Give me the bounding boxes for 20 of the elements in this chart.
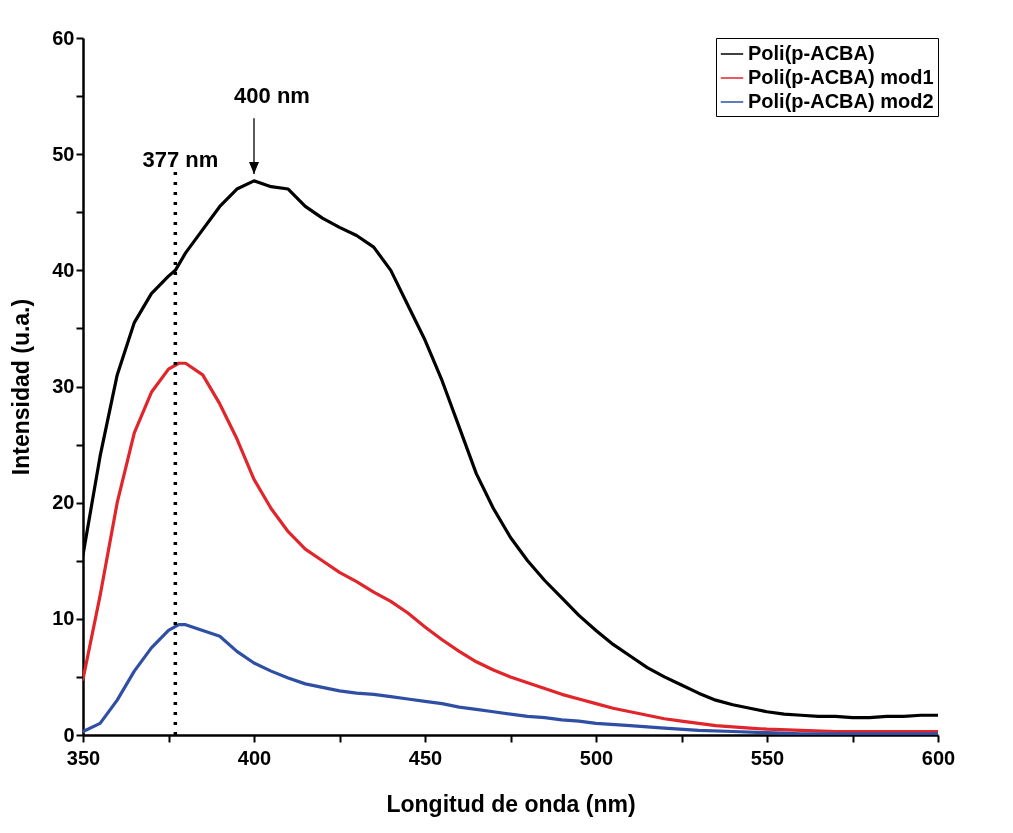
x-tick-label: 600 xyxy=(921,746,956,769)
y-tick-label: 30 xyxy=(52,375,75,397)
x-tick-label: 350 xyxy=(66,746,101,769)
y-tick-label: 0 xyxy=(63,723,75,746)
x-tick-label: 550 xyxy=(750,746,785,769)
legend-label: Poli(p-ACBA) xyxy=(748,42,875,64)
x-axis-title: Longitud de onda (nm) xyxy=(386,790,636,817)
y-tick-label: 10 xyxy=(52,607,75,630)
ref-line-label: 377 nm xyxy=(142,146,219,172)
y-tick-label: 20 xyxy=(52,491,75,514)
y-tick-label: 60 xyxy=(52,26,75,49)
x-tick-label: 400 xyxy=(237,746,272,769)
x-tick-label: 450 xyxy=(408,746,443,769)
y-axis-title: Intensidad (u.a.) xyxy=(8,298,35,476)
legend-label: Poli(p-ACBA) mod2 xyxy=(748,90,934,112)
y-tick-label: 50 xyxy=(52,142,75,165)
legend-label: Poli(p-ACBA) mod1 xyxy=(748,66,934,88)
x-tick-label: 500 xyxy=(579,746,614,769)
y-tick-label: 40 xyxy=(52,258,75,281)
annotation: 400 nm xyxy=(234,82,310,108)
